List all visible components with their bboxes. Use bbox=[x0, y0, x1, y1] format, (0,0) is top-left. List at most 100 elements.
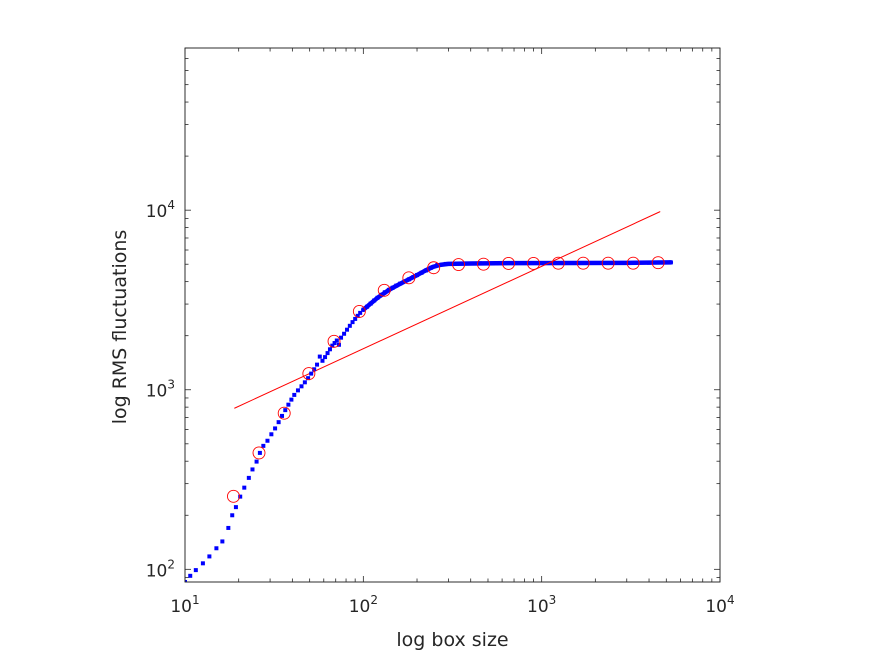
sample-circle bbox=[651, 256, 665, 270]
sample-circle bbox=[427, 261, 441, 275]
data-point bbox=[276, 420, 281, 425]
data-point bbox=[619, 260, 624, 265]
data-point bbox=[342, 331, 347, 336]
sample-circle bbox=[576, 256, 590, 270]
data-point bbox=[339, 335, 344, 340]
data-point bbox=[365, 304, 370, 309]
data-point bbox=[386, 287, 391, 292]
sample-circle bbox=[252, 446, 266, 460]
x-tick-label: 103 bbox=[527, 593, 556, 617]
data-point bbox=[647, 260, 652, 265]
data-point bbox=[358, 310, 363, 315]
axes-box bbox=[184, 47, 721, 583]
sample-circle bbox=[377, 283, 391, 297]
data-point bbox=[302, 380, 307, 385]
sample-circle bbox=[452, 258, 466, 271]
data-point bbox=[390, 285, 395, 290]
plot-area bbox=[184, 47, 721, 583]
data-point bbox=[238, 494, 243, 499]
data-point bbox=[435, 263, 440, 268]
data-point bbox=[372, 298, 377, 303]
data-point bbox=[353, 316, 358, 321]
data-point bbox=[539, 260, 544, 265]
sample-circle bbox=[502, 257, 515, 270]
fit-line bbox=[234, 211, 661, 409]
data-point bbox=[292, 392, 297, 397]
data-point bbox=[220, 539, 225, 544]
data-point bbox=[379, 292, 384, 297]
sample-circle bbox=[302, 367, 316, 381]
data-point bbox=[283, 408, 288, 413]
data-point bbox=[429, 265, 434, 270]
axis-tick-labels: 101 102 103 104 102 103 104 bbox=[146, 198, 735, 617]
sample-circle bbox=[402, 271, 416, 285]
y-tick-label: 102 bbox=[146, 557, 175, 581]
data-point bbox=[295, 388, 300, 393]
data-point bbox=[250, 467, 255, 472]
axes-border bbox=[184, 47, 721, 583]
data-point bbox=[193, 568, 198, 573]
data-point bbox=[398, 281, 403, 286]
data-point bbox=[246, 475, 251, 480]
axis-ticks bbox=[184, 47, 721, 582]
data-point bbox=[280, 413, 285, 418]
sample-circle bbox=[477, 257, 490, 271]
data-point bbox=[261, 443, 266, 448]
data-point bbox=[273, 426, 278, 431]
data-point bbox=[406, 277, 411, 282]
sample-circle bbox=[601, 256, 615, 270]
data-point bbox=[368, 301, 373, 306]
data-point bbox=[334, 338, 339, 343]
data-point bbox=[289, 397, 294, 402]
data-point bbox=[257, 450, 262, 455]
data-point bbox=[565, 260, 570, 265]
data-point bbox=[188, 573, 193, 578]
data-point bbox=[230, 513, 235, 518]
x-axis-label: log box size bbox=[396, 629, 508, 651]
data-point bbox=[327, 347, 332, 352]
data-point bbox=[330, 343, 335, 348]
data-point bbox=[254, 459, 259, 464]
data-point bbox=[424, 268, 429, 273]
data-point bbox=[312, 367, 317, 372]
x-tick-label: 101 bbox=[170, 593, 199, 617]
series-layer bbox=[185, 211, 674, 582]
data-point bbox=[325, 351, 330, 356]
data-point bbox=[306, 376, 311, 381]
data-point bbox=[411, 275, 416, 280]
data-point bbox=[286, 402, 291, 407]
data-point bbox=[415, 273, 420, 278]
y-tick-label: 104 bbox=[146, 198, 175, 222]
data-point bbox=[375, 295, 380, 300]
sample-circle bbox=[327, 334, 341, 348]
data-point bbox=[323, 355, 328, 360]
sample-circle bbox=[227, 489, 240, 503]
sample-circle bbox=[352, 304, 366, 318]
data-point bbox=[477, 261, 482, 266]
data-point bbox=[214, 546, 219, 551]
sample-circle bbox=[277, 406, 291, 420]
data-point bbox=[593, 260, 598, 265]
data-point bbox=[233, 505, 238, 510]
data-point bbox=[269, 432, 274, 437]
sample-circle bbox=[626, 256, 640, 270]
data-point bbox=[207, 554, 212, 559]
data-point bbox=[522, 260, 527, 265]
data-point bbox=[458, 261, 463, 266]
data-point bbox=[350, 320, 355, 325]
data-point bbox=[320, 358, 325, 363]
data-point bbox=[443, 261, 448, 266]
data-point bbox=[419, 270, 424, 275]
y-tick-label: 103 bbox=[146, 378, 175, 402]
data-point bbox=[315, 362, 320, 367]
data-point bbox=[242, 485, 247, 490]
data-point bbox=[200, 561, 205, 566]
data-point bbox=[394, 283, 399, 288]
y-axis-label: log RMS fluctuations bbox=[109, 230, 131, 425]
data-point bbox=[299, 384, 304, 389]
data-point bbox=[347, 323, 352, 328]
data-point bbox=[668, 260, 673, 265]
data-point bbox=[382, 290, 387, 295]
data-point bbox=[309, 371, 314, 376]
